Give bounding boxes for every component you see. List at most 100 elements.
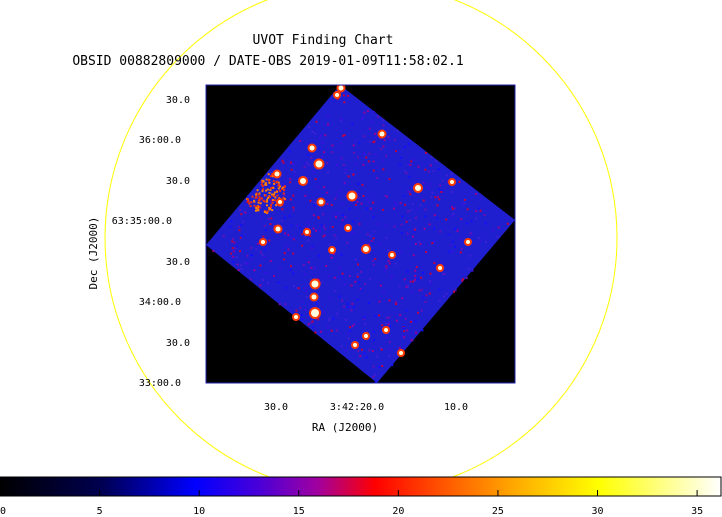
noise-pixel	[292, 209, 295, 212]
noise-pixel	[314, 267, 317, 270]
noise-pixel	[411, 202, 414, 205]
noise-pixel	[382, 119, 385, 122]
source-core	[364, 334, 368, 338]
noise-pixel	[385, 267, 388, 270]
noise-pixel	[323, 151, 325, 154]
noise-pixel	[333, 234, 336, 237]
noise-pixel	[233, 241, 236, 244]
noise-pixel	[396, 129, 399, 132]
noise-pixel	[302, 264, 305, 266]
noise-pixel	[317, 318, 320, 321]
noise-pixel	[368, 127, 371, 130]
noise-pixel	[315, 229, 317, 232]
noise-pixel	[212, 250, 215, 253]
noise-pixel	[299, 306, 302, 309]
noise-pixel	[404, 146, 406, 148]
noise-pixel	[292, 194, 295, 197]
noise-pixel	[264, 272, 267, 275]
noise-pixel	[373, 140, 376, 143]
diffuse-pixel	[283, 197, 286, 200]
noise-pixel	[409, 219, 412, 222]
noise-pixel	[395, 204, 398, 206]
chart-title: UVOT Finding Chart	[253, 33, 394, 48]
noise-pixel	[359, 355, 362, 358]
noise-pixel	[387, 249, 390, 252]
diffuse-pixel	[268, 179, 270, 182]
noise-pixel	[331, 151, 334, 154]
noise-pixel	[411, 291, 414, 294]
noise-pixel	[479, 239, 482, 242]
diffuse-pixel	[271, 193, 273, 196]
noise-pixel	[458, 180, 461, 183]
noise-pixel	[400, 223, 403, 226]
noise-pixel	[279, 266, 282, 269]
diffuse-pixel	[281, 187, 283, 190]
colorbar-tick-label: 30	[591, 506, 603, 517]
diffuse-pixel	[261, 180, 264, 183]
noise-pixel	[379, 284, 382, 287]
noise-pixel	[320, 156, 323, 159]
noise-pixel	[451, 250, 454, 253]
noise-pixel	[385, 322, 388, 325]
noise-pixel	[374, 258, 377, 260]
noise-pixel	[423, 182, 426, 185]
noise-pixel	[343, 283, 346, 286]
noise-pixel	[292, 272, 295, 275]
noise-pixel	[242, 220, 245, 223]
x-axis-ticks: 30.0 3:42:20.0 10.0	[264, 402, 468, 413]
noise-pixel	[351, 325, 354, 328]
noise-pixel	[335, 329, 338, 332]
noise-pixel	[395, 303, 398, 306]
noise-pixel	[307, 225, 310, 228]
noise-pixel	[340, 119, 343, 122]
diffuse-pixel	[283, 189, 286, 192]
noise-pixel	[451, 214, 454, 217]
noise-pixel	[314, 178, 317, 181]
noise-pixel	[356, 200, 359, 203]
noise-pixel	[331, 144, 334, 147]
diffuse-pixel	[257, 209, 260, 212]
diffuse-pixel	[272, 195, 275, 197]
noise-pixel	[301, 233, 304, 236]
diffuse-pixel	[261, 190, 264, 193]
noise-pixel	[363, 282, 366, 285]
noise-pixel	[326, 203, 329, 206]
noise-pixel	[389, 139, 392, 142]
noise-pixel	[420, 288, 423, 291]
noise-pixel	[385, 336, 388, 339]
noise-pixel	[354, 280, 357, 283]
noise-pixel	[240, 213, 243, 216]
noise-pixel	[388, 299, 391, 302]
noise-pixel	[261, 279, 264, 281]
diffuse-pixel	[276, 194, 279, 197]
noise-pixel	[362, 195, 365, 197]
noise-pixel	[372, 365, 375, 368]
noise-pixel	[334, 197, 337, 200]
noise-pixel	[312, 227, 315, 230]
noise-pixel	[301, 244, 304, 247]
noise-pixel	[414, 274, 417, 277]
noise-pixel	[332, 253, 335, 255]
noise-pixel	[398, 285, 401, 288]
noise-pixel	[237, 269, 240, 271]
diffuse-pixel	[279, 189, 282, 192]
noise-pixel	[229, 225, 232, 228]
noise-pixel	[461, 279, 464, 282]
noise-pixel	[421, 271, 424, 274]
diffuse-pixel	[275, 190, 278, 193]
noise-pixel	[310, 321, 313, 324]
noise-pixel	[308, 126, 310, 128]
noise-pixel	[348, 274, 351, 277]
source-core	[261, 240, 265, 244]
noise-pixel	[369, 277, 372, 280]
noise-pixel	[292, 238, 295, 241]
diffuse-pixel	[262, 188, 264, 191]
noise-pixel	[352, 231, 355, 234]
noise-pixel	[301, 300, 304, 303]
noise-pixel	[283, 258, 286, 261]
noise-pixel	[304, 235, 307, 238]
noise-pixel	[477, 237, 480, 239]
noise-pixel	[328, 319, 330, 322]
noise-pixel	[471, 269, 474, 272]
noise-pixel	[255, 248, 258, 251]
